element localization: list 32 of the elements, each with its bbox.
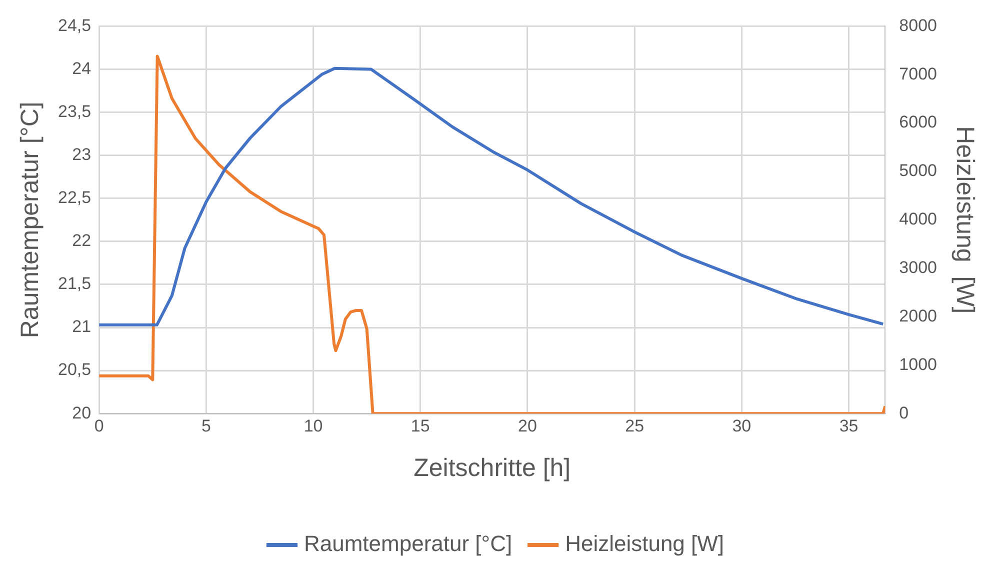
y-tick-label: 20 [72,403,92,422]
y2-tick-label: 1000 [899,354,938,374]
x-tick-label: 10 [304,416,323,436]
legend-label: Raumtemperatur [°C] [304,531,512,556]
y2-axis-title: Heizleistung [W] [951,126,980,314]
x-tick-label: 25 [625,416,644,436]
y2-tick-label: 5000 [899,161,938,180]
y2-tick-label: 6000 [899,112,938,132]
y-tick-label: 21,5 [58,274,92,294]
x-tick-label: 15 [410,416,430,436]
y-tick-label: 22,5 [58,188,92,208]
y-axis-title: Raumtemperatur [°C] [16,102,44,338]
y2-tick-label: 0 [899,403,909,422]
legend-label: Heizleistung [W] [565,531,724,556]
y-tick-label: 23,5 [58,102,92,121]
y2-tick-label: 3000 [899,258,938,278]
y-tick-label: 24,5 [58,16,92,35]
y-tick-label: 21 [72,317,92,336]
y2-tick-label: 2000 [899,306,938,326]
x-axis-title: Zeitschritte [h] [414,454,571,482]
y2-tick-label: 8000 [899,16,938,35]
y2-tick-label: 4000 [899,210,938,229]
y2-tick-label: 7000 [899,64,938,84]
y-tick-label: 24 [72,58,92,78]
x-tick-label: 35 [839,416,858,436]
y-tick-label: 20,5 [58,360,92,380]
x-tick-label: 5 [201,416,211,436]
x-tick-label: 30 [732,416,752,436]
x-tick-label: 0 [94,416,104,436]
y-tick-label: 22 [72,231,92,250]
x-tick-label: 20 [518,416,537,436]
y-tick-label: 23 [72,145,92,164]
